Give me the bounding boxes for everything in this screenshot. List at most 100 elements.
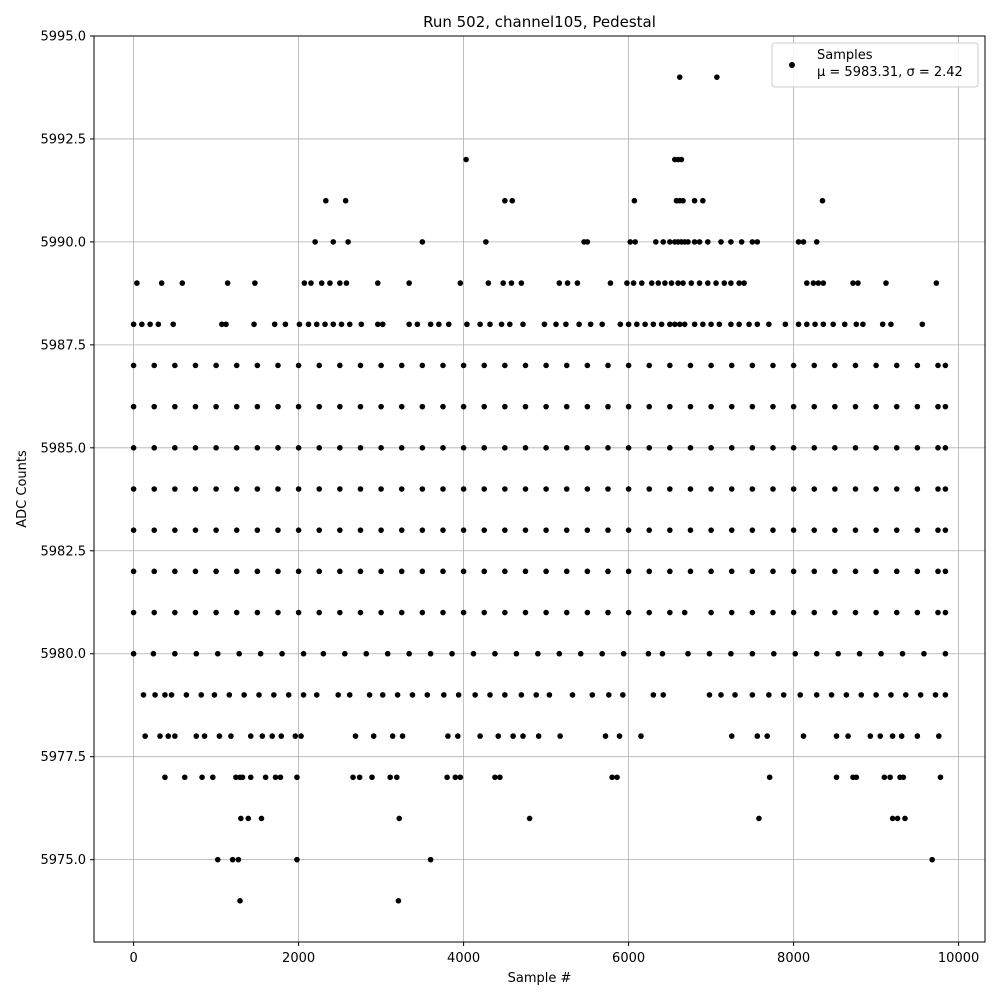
data-point — [835, 650, 841, 657]
data-point — [172, 733, 178, 739]
data-point — [335, 692, 342, 698]
data-point — [832, 445, 838, 451]
data-point — [667, 403, 673, 410]
data-point — [295, 403, 302, 410]
data-point — [271, 692, 277, 698]
data-point — [502, 445, 508, 451]
data-point — [676, 321, 683, 328]
data-point — [749, 239, 756, 245]
data-point — [832, 486, 838, 492]
data-point — [921, 650, 927, 657]
data-point — [352, 733, 359, 739]
data-point — [797, 692, 803, 698]
data-point — [330, 321, 337, 328]
data-point — [295, 362, 302, 369]
data-point — [888, 321, 894, 328]
data-point — [708, 321, 714, 328]
data-point — [518, 280, 525, 286]
data-point — [790, 527, 797, 533]
data-point — [935, 609, 941, 616]
data-point — [599, 650, 605, 657]
data-point — [936, 733, 942, 739]
data-point — [706, 650, 713, 657]
data-point — [681, 321, 688, 328]
data-point — [275, 445, 281, 451]
data-point — [295, 486, 302, 492]
x-tick-label: 8000 — [777, 951, 810, 966]
data-point — [770, 568, 776, 575]
data-point — [728, 733, 735, 739]
data-point — [485, 280, 492, 286]
y-tick-label: 5992.5 — [41, 132, 87, 147]
data-point — [685, 239, 691, 245]
data-point — [507, 321, 513, 328]
data-point — [543, 445, 549, 451]
data-point — [667, 321, 673, 328]
data-point — [398, 609, 405, 616]
data-point — [224, 280, 231, 286]
data-point — [151, 362, 158, 369]
data-point — [522, 568, 529, 575]
data-point — [845, 733, 851, 739]
data-point — [427, 650, 434, 657]
data-point — [563, 445, 570, 451]
data-point — [427, 856, 434, 863]
data-point — [584, 445, 591, 451]
data-point — [445, 733, 451, 739]
data-point — [935, 527, 941, 533]
data-point — [852, 486, 859, 492]
data-point — [172, 650, 178, 657]
data-point — [172, 403, 178, 410]
data-point — [394, 692, 401, 698]
data-point — [754, 733, 761, 739]
data-point — [419, 609, 426, 616]
data-point — [771, 650, 777, 657]
data-point — [375, 280, 381, 286]
data-point — [151, 527, 158, 533]
data-point — [502, 362, 508, 369]
data-point — [130, 527, 137, 533]
data-point — [440, 362, 446, 369]
data-point — [852, 362, 859, 369]
data-point — [457, 774, 464, 781]
data-point — [614, 774, 620, 781]
data-point — [605, 609, 611, 616]
data-point — [790, 403, 797, 410]
data-point — [655, 280, 662, 286]
data-point — [691, 239, 698, 245]
data-point — [584, 527, 591, 533]
data-point — [151, 568, 158, 575]
data-point — [563, 321, 569, 328]
data-point — [624, 280, 630, 286]
data-point — [460, 362, 467, 369]
data-point — [134, 280, 140, 286]
data-point — [481, 609, 488, 616]
data-point — [236, 650, 242, 657]
data-point — [245, 815, 252, 822]
data-point — [522, 403, 529, 410]
data-point — [584, 239, 591, 245]
data-point — [502, 568, 508, 575]
data-point — [556, 650, 563, 657]
data-point — [893, 362, 900, 369]
data-point — [584, 486, 591, 492]
data-point — [914, 527, 921, 533]
data-point — [492, 650, 498, 657]
data-point — [338, 321, 345, 328]
data-point — [639, 280, 645, 286]
data-point — [642, 321, 648, 328]
data-point — [881, 774, 888, 781]
data-point — [522, 445, 529, 451]
data-point — [903, 692, 909, 698]
y-tick-label: 5987.5 — [41, 338, 87, 353]
y-tick-label: 5980.0 — [41, 647, 87, 662]
y-tick-label: 5995.0 — [41, 30, 87, 45]
data-point — [749, 486, 756, 492]
x-tick-label: 2000 — [282, 951, 315, 966]
data-point — [800, 239, 807, 245]
data-point — [914, 362, 921, 369]
data-point — [728, 609, 735, 616]
data-point — [535, 733, 542, 739]
data-point — [687, 568, 694, 575]
data-point — [346, 692, 353, 698]
